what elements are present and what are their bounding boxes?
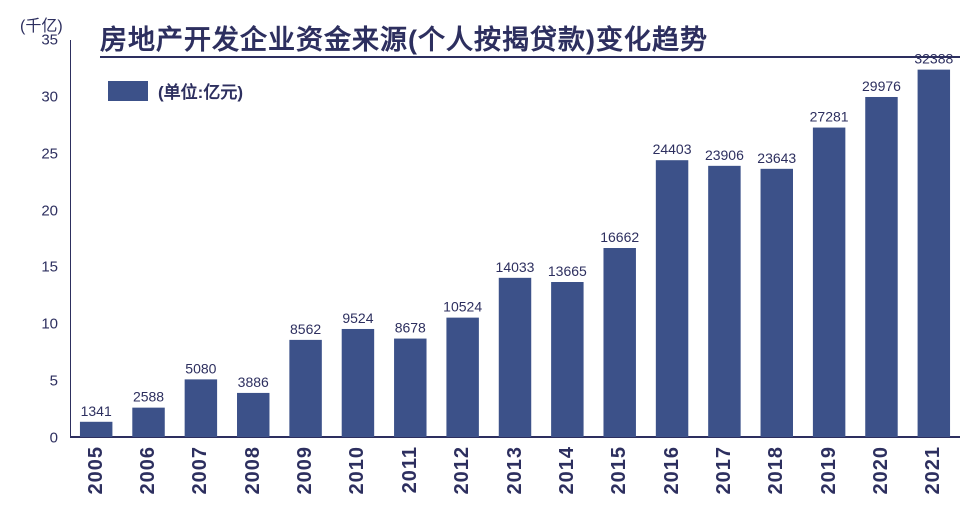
- chart-container: (千亿) 房地产开发企业资金来源(个人按揭贷款)变化趋势 (单位:亿元) 051…: [0, 0, 978, 522]
- plot-area: 1341 2588 5080 3886 8562 9524 8678 10524 14033 13…: [70, 40, 960, 438]
- bar: [342, 329, 374, 437]
- bar-value-label: 8562: [290, 321, 321, 337]
- y-tick-label: 10: [41, 316, 58, 333]
- bar-value-label: 1341: [81, 403, 112, 419]
- y-tick-label: 20: [41, 202, 58, 219]
- y-tick-label: 30: [41, 88, 58, 105]
- x-tick-label: 2018: [765, 446, 788, 495]
- x-tick-label: 2020: [870, 446, 893, 495]
- x-tick-label: 2011: [399, 446, 422, 493]
- x-tick-label: 2010: [346, 446, 369, 495]
- bar-value-label: 24403: [653, 141, 692, 157]
- bar-value-label: 29976: [862, 78, 901, 94]
- bar: [656, 160, 688, 437]
- x-tick-label: 2021: [922, 446, 945, 495]
- bar: [185, 379, 217, 437]
- bar: [394, 339, 426, 437]
- bar-value-label: 32388: [914, 51, 953, 67]
- x-axis-labels: 2005 2006 2007 2008 2009 2010 2011 2012 2013 2014…: [70, 446, 960, 512]
- bar: [289, 340, 321, 437]
- x-tick-label: 2014: [556, 446, 579, 495]
- bar-value-label: 27281: [810, 109, 849, 125]
- bar-value-label: 23643: [757, 150, 796, 166]
- bar: [813, 128, 845, 437]
- y-tick-label: 5: [50, 373, 58, 390]
- bar: [551, 282, 583, 437]
- y-tick-label: 35: [41, 32, 58, 49]
- x-tick-label: 2017: [713, 446, 736, 495]
- bar-value-label: 14033: [496, 259, 535, 275]
- bar: [865, 97, 897, 437]
- bar: [80, 422, 112, 437]
- x-tick-label: 2016: [661, 446, 684, 495]
- y-tick-label: 0: [50, 430, 58, 447]
- bar-value-label: 13665: [548, 263, 587, 279]
- bar-value-label: 16662: [600, 229, 639, 245]
- x-tick-label: 2013: [504, 446, 527, 495]
- bar-value-label: 9524: [342, 310, 373, 326]
- bar-value-label: 10524: [443, 299, 482, 315]
- y-tick-label: 25: [41, 145, 58, 162]
- bar: [446, 318, 478, 437]
- bar: [499, 278, 531, 437]
- bar: [132, 408, 164, 437]
- bar-value-label: 5080: [185, 360, 216, 376]
- bar: [603, 248, 635, 437]
- x-tick-label: 2019: [818, 446, 841, 495]
- bar-value-label: 23906: [705, 147, 744, 163]
- y-axis-ticks: 05101520253035: [0, 40, 62, 438]
- bar: [708, 166, 740, 437]
- bar-value-label: 2588: [133, 389, 164, 405]
- x-tick-label: 2009: [294, 446, 317, 495]
- x-tick-label: 2005: [85, 446, 108, 495]
- x-tick-label: 2012: [451, 446, 474, 495]
- x-tick-label: 2008: [242, 446, 265, 495]
- x-tick-label: 2007: [189, 446, 212, 495]
- bar-value-label: 8678: [395, 320, 426, 336]
- y-tick-label: 15: [41, 259, 58, 276]
- x-tick-label: 2015: [608, 446, 631, 495]
- bar: [237, 393, 269, 437]
- x-tick-label: 2006: [137, 446, 160, 495]
- bar-value-label: 3886: [238, 374, 269, 390]
- bar: [918, 70, 950, 437]
- bar: [761, 169, 793, 437]
